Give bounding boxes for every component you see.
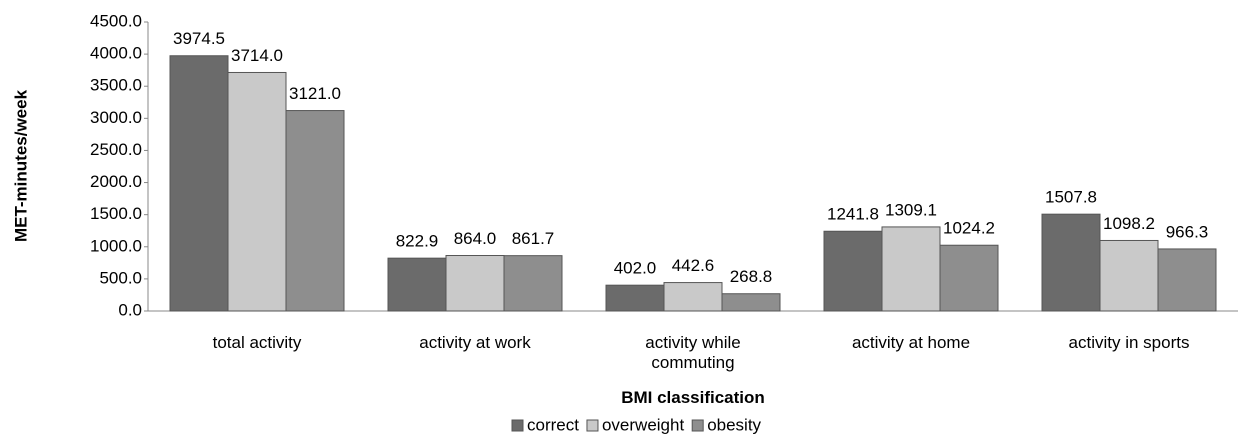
bar <box>1041 213 1101 312</box>
value-label: 822.9 <box>396 232 439 251</box>
legend-label: overweight <box>602 415 684 434</box>
y-tick-label: 1500.0 <box>90 204 142 223</box>
y-tick-label: 3000.0 <box>90 108 142 127</box>
bar <box>823 230 883 312</box>
value-label: 402.0 <box>614 259 657 278</box>
bar <box>663 282 723 312</box>
y-tick-label: 2500.0 <box>90 140 142 159</box>
y-axis-title: MET-minutes/week <box>11 89 30 242</box>
x-tick-label: activity at home <box>851 333 971 352</box>
y-tick-label: 4000.0 <box>90 44 142 63</box>
bar <box>1157 248 1217 312</box>
bar <box>605 284 665 312</box>
bar <box>939 244 999 312</box>
x-tick-label: activity in sports <box>1068 333 1190 352</box>
value-label: 966.3 <box>1166 222 1209 241</box>
y-tick-label: 0.0 <box>118 300 142 319</box>
bar <box>387 257 447 312</box>
value-label: 1241.8 <box>827 205 879 224</box>
value-label: 1309.1 <box>885 200 937 219</box>
x-axis-title: BMI classification <box>621 388 765 407</box>
legend-label: obesity <box>707 415 761 434</box>
x-tick-label: activity while commuting <box>645 333 741 372</box>
y-tick-label: 2000.0 <box>90 172 142 191</box>
value-label: 268.8 <box>730 267 773 286</box>
x-tick-label: total activity <box>212 333 302 352</box>
y-tick-label: 3500.0 <box>90 76 142 95</box>
value-label: 3974.5 <box>173 29 225 48</box>
value-label: 861.7 <box>512 229 555 248</box>
legend-label: correct <box>527 415 579 434</box>
value-label: 3714.0 <box>231 46 283 65</box>
bar <box>721 293 781 312</box>
legend-swatch <box>586 419 599 432</box>
value-label: 1098.2 <box>1103 214 1155 233</box>
bar <box>503 255 563 312</box>
value-label: 864.0 <box>454 229 497 248</box>
bar <box>285 110 345 312</box>
value-label: 442.6 <box>672 256 715 275</box>
value-label: 1507.8 <box>1045 188 1097 207</box>
value-label: 3121.0 <box>289 84 341 103</box>
y-tick-label: 1000.0 <box>90 236 142 255</box>
bar <box>881 226 941 312</box>
bar <box>169 55 229 312</box>
y-tick-label: 500.0 <box>99 268 142 287</box>
x-tick-label: activity at work <box>419 333 531 352</box>
bar <box>445 255 505 312</box>
legend-swatch <box>691 419 704 432</box>
legend-swatch <box>511 419 524 432</box>
y-tick-label: 4500.0 <box>90 11 142 30</box>
value-label: 1024.2 <box>943 219 995 238</box>
bar <box>227 71 287 312</box>
bar <box>1099 239 1159 312</box>
